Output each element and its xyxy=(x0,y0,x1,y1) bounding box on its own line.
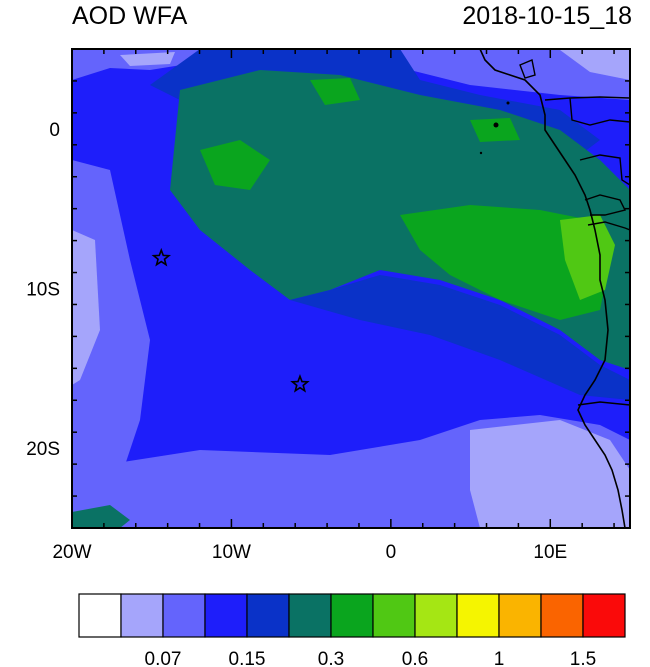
field-green-speckle-2 xyxy=(310,78,360,105)
lon-tick-label: 0 xyxy=(386,542,397,563)
field-patch-top-right xyxy=(400,49,630,100)
colorbar-swatch xyxy=(330,593,374,638)
field-band-lower-dark xyxy=(290,275,630,400)
field-patch-bottom-left-teal xyxy=(72,505,130,528)
field-patch-left-light xyxy=(72,230,100,385)
colorbar-swatch xyxy=(120,593,164,638)
colorbar-label: 0.6 xyxy=(402,649,428,667)
map-datetime: 2018-10-15_18 xyxy=(462,2,632,30)
field-patch-bottom-right-light xyxy=(470,420,630,528)
lat-tick-label: 0 xyxy=(49,120,60,141)
colorbar-swatch xyxy=(582,593,626,638)
island-3 xyxy=(479,151,483,155)
field-green-speckle-1 xyxy=(200,140,270,190)
colorbar-label: 1.5 xyxy=(570,649,596,667)
colorbar-swatch xyxy=(204,593,248,638)
lat-tick-label: 10S xyxy=(26,280,60,301)
colorbar-swatch xyxy=(246,593,290,638)
lon-tick-label: 10E xyxy=(533,542,567,563)
star-marker-2 xyxy=(290,374,310,393)
border-line-5 xyxy=(587,221,630,231)
border-line-3 xyxy=(579,154,630,186)
field-patch-top-right-light xyxy=(560,50,630,80)
colorbar-swatch xyxy=(372,593,416,638)
island-2 xyxy=(506,101,510,105)
colorbar-label: 0.3 xyxy=(318,649,344,667)
colorbar-swatch xyxy=(288,593,332,638)
field-plume-green xyxy=(400,205,610,320)
star-marker-1 xyxy=(151,247,172,267)
colorbar-label: 1 xyxy=(494,649,505,667)
lon-tick-label: 10W xyxy=(212,542,251,563)
colorbar-swatch xyxy=(456,593,500,638)
colorbar-label: 0.07 xyxy=(145,649,182,667)
border-line-1 xyxy=(544,96,630,101)
border-line-2 xyxy=(569,97,630,126)
border-line-4 xyxy=(584,194,627,216)
colorbar-swatch xyxy=(78,593,122,638)
field-green-speckle-3 xyxy=(470,118,520,142)
aod-field xyxy=(72,49,630,528)
colorbar: 0.07 0.15 0.3 0.6 1 1.5 xyxy=(78,593,626,667)
map-markers xyxy=(151,247,310,393)
map-frame xyxy=(71,48,631,529)
colorbar-swatch xyxy=(162,593,206,638)
lon-tick-label: 20W xyxy=(52,542,91,563)
lat-tick-label: 20S xyxy=(26,439,60,460)
colorbar-swatch xyxy=(498,593,542,638)
field-patch-top-lightest xyxy=(120,52,175,66)
field-plume-lightgreen xyxy=(560,215,615,300)
lake-outline xyxy=(519,59,536,79)
axis-ticks: 20W 10W 0 10E 0 10S 20S xyxy=(26,48,630,563)
island-1 xyxy=(493,122,499,128)
colorbar-swatch xyxy=(414,593,458,638)
colorbar-label: 0.15 xyxy=(229,649,266,667)
colorbar-swatch xyxy=(540,593,584,638)
africa-coastline xyxy=(479,49,626,528)
border-line-6 xyxy=(577,401,630,406)
map-title: AOD WFA xyxy=(72,2,188,30)
